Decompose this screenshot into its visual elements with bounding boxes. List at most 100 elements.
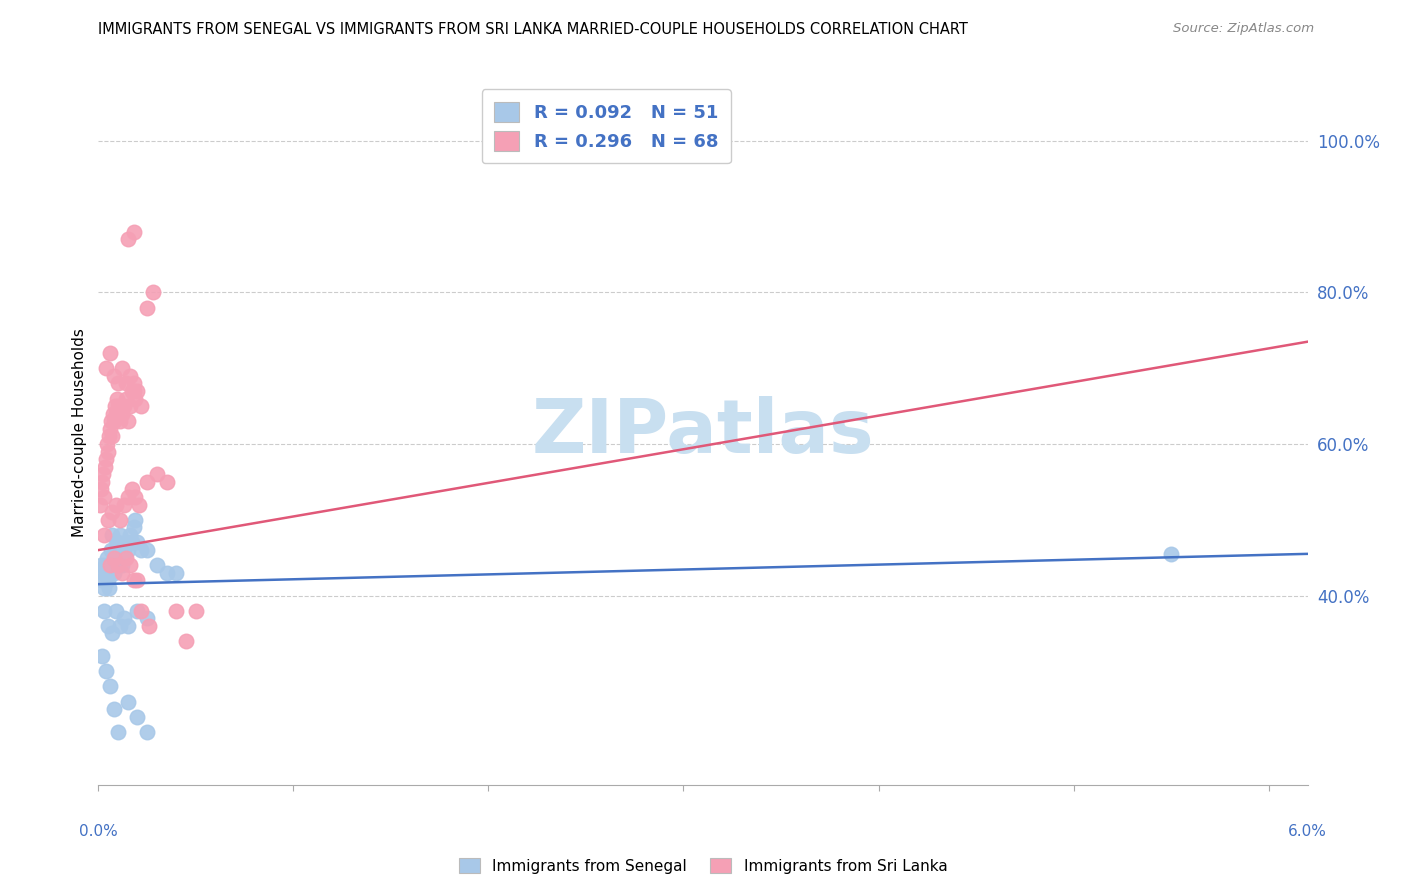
Point [146, 558, 169, 573]
Point [117, 490, 139, 504]
Point [124, 490, 146, 504]
Text: 0.0%: 0.0% [79, 824, 118, 838]
Point [97, 444, 120, 458]
Point [117, 543, 139, 558]
Point [156, 475, 179, 489]
Point [94, 558, 117, 573]
Point [117, 695, 139, 709]
Point [1160, 547, 1182, 561]
Point [104, 604, 127, 618]
Point [111, 361, 134, 376]
Point [146, 467, 169, 482]
Point [122, 384, 145, 398]
Point [117, 619, 139, 633]
Point [103, 368, 125, 383]
Point [93, 581, 115, 595]
Point [101, 558, 124, 573]
Point [142, 285, 165, 300]
Point [97, 619, 120, 633]
Text: Source: ZipAtlas.com: Source: ZipAtlas.com [1174, 22, 1315, 36]
Point [101, 429, 124, 443]
Text: ZIPatlas: ZIPatlas [531, 396, 875, 469]
Point [104, 399, 127, 413]
Point [118, 399, 141, 413]
Point [93, 604, 115, 618]
Point [124, 392, 146, 406]
Point [107, 558, 129, 573]
Point [174, 634, 197, 648]
Point [121, 535, 143, 549]
Point [108, 414, 131, 428]
Point [104, 407, 127, 421]
Point [118, 558, 141, 573]
Point [101, 626, 124, 640]
Point [90, 558, 112, 573]
Point [121, 483, 143, 497]
Point [103, 702, 125, 716]
Point [127, 384, 149, 398]
Point [131, 543, 153, 558]
Point [112, 611, 135, 625]
Point [98, 422, 121, 436]
Text: IMMIGRANTS FROM SENEGAL VS IMMIGRANTS FROM SRI LANKA MARRIED-COUPLE HOUSEHOLDS C: IMMIGRANTS FROM SENEGAL VS IMMIGRANTS FR… [98, 22, 969, 37]
Point [136, 611, 159, 625]
Point [112, 498, 135, 512]
Point [122, 376, 145, 391]
Point [91, 475, 114, 489]
Point [111, 407, 134, 421]
Point [100, 414, 122, 428]
Point [122, 520, 145, 534]
Point [107, 399, 129, 413]
Legend: R = 0.092   N = 51, R = 0.296   N = 68: R = 0.092 N = 51, R = 0.296 N = 68 [481, 89, 731, 163]
Point [89, 498, 111, 512]
Point [105, 392, 128, 406]
Point [96, 550, 118, 565]
Point [122, 225, 145, 239]
Point [136, 475, 159, 489]
Point [101, 528, 124, 542]
Point [100, 543, 122, 558]
Point [104, 550, 127, 565]
Point [101, 505, 124, 519]
Point [117, 232, 139, 246]
Point [97, 513, 120, 527]
Point [91, 649, 114, 664]
Point [96, 437, 118, 451]
Point [121, 384, 143, 398]
Point [114, 535, 136, 549]
Point [111, 566, 134, 580]
Point [138, 619, 160, 633]
Point [98, 558, 121, 573]
Point [96, 566, 118, 580]
Point [98, 680, 121, 694]
Point [111, 558, 134, 573]
Point [117, 414, 139, 428]
Point [104, 543, 127, 558]
Point [94, 459, 117, 474]
Point [118, 368, 141, 383]
Point [136, 725, 159, 739]
Point [97, 574, 120, 588]
Point [93, 490, 115, 504]
Point [104, 498, 127, 512]
Point [165, 604, 187, 618]
Point [98, 346, 121, 360]
Point [96, 452, 118, 467]
Point [118, 528, 141, 542]
Point [91, 566, 114, 580]
Point [114, 392, 136, 406]
Point [107, 543, 129, 558]
Point [91, 574, 114, 588]
Point [131, 399, 153, 413]
Point [108, 513, 131, 527]
Point [108, 528, 131, 542]
Point [108, 619, 131, 633]
Text: 6.0%: 6.0% [1288, 824, 1327, 838]
Y-axis label: Married-couple Households: Married-couple Households [72, 328, 87, 537]
Point [101, 407, 124, 421]
Point [96, 665, 118, 679]
Point [107, 725, 129, 739]
Legend: Immigrants from Senegal, Immigrants from Sri Lanka: Immigrants from Senegal, Immigrants from… [453, 852, 953, 880]
Point [124, 513, 146, 527]
Point [90, 483, 112, 497]
